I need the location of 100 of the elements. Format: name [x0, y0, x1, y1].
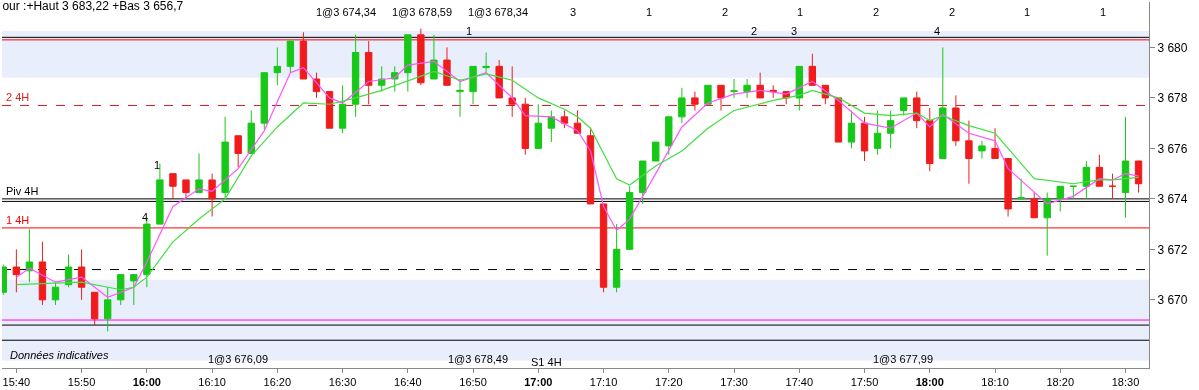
annotation: 2 — [873, 6, 880, 18]
candlestick — [273, 46, 282, 86]
candlestick — [834, 97, 843, 143]
x-tick-label: 18:10 — [981, 376, 1009, 389]
candlestick — [156, 163, 164, 225]
candlestick — [1056, 185, 1064, 212]
candlestick — [873, 110, 882, 156]
x-tick-label: 17:30 — [720, 376, 748, 389]
candlestick — [1043, 192, 1051, 257]
candlestick — [90, 291, 99, 326]
candlestick — [717, 84, 725, 112]
candlestick — [299, 31, 308, 80]
candlestick — [117, 274, 125, 306]
candlestick — [1030, 192, 1038, 219]
candlestick — [808, 53, 817, 86]
candlestick — [860, 116, 869, 162]
candlestick — [978, 140, 986, 159]
candlestick — [221, 116, 229, 200]
candlestick — [926, 107, 934, 172]
x-tick-label: 18:00 — [915, 376, 944, 389]
annotation: 1 — [154, 159, 161, 171]
candlestick — [417, 28, 425, 86]
candlestick — [1121, 116, 1130, 219]
candlestick — [495, 59, 503, 99]
candlestick — [886, 110, 895, 149]
annotation: 1@3 674,34 — [316, 6, 377, 18]
candlestick — [338, 84, 347, 134]
candlestick — [286, 40, 295, 74]
chart-title: our :+Haut 3 683,22 +Bas 3 656,7 — [2, 0, 184, 14]
x-tick-label: 17:20 — [655, 376, 683, 389]
candlestick — [77, 248, 86, 301]
candlestick — [847, 110, 856, 149]
candlestick — [1017, 178, 1025, 200]
x-tick-label: 17:00 — [524, 376, 553, 389]
candlestick — [1108, 173, 1117, 200]
annotation: 2 — [751, 25, 758, 37]
candlestick — [547, 110, 556, 143]
candlestick — [625, 185, 634, 250]
x-tick-label: 16:20 — [263, 376, 292, 389]
annotation: 1 — [1100, 6, 1107, 18]
x-tick-label: 15:40 — [2, 376, 31, 389]
ref-line-label: Piv 4H — [6, 185, 39, 197]
annotation: S1 4H — [531, 356, 562, 368]
candlestick — [482, 51, 490, 74]
y-tick-label: 3 670 — [1157, 293, 1188, 308]
annotation: 2 — [949, 6, 956, 18]
x-tick-label: 16:00 — [132, 376, 161, 389]
candlestick — [756, 72, 764, 99]
candlestick — [364, 40, 373, 105]
candlestick — [939, 46, 947, 159]
candlestick — [169, 173, 177, 200]
annotation: 1 — [1024, 6, 1031, 18]
candlestick — [899, 97, 908, 117]
x-tick-label: 16:30 — [328, 376, 357, 389]
candlestick — [1069, 185, 1078, 200]
annotation: 2 — [722, 6, 729, 18]
annotation: 1@3 678,34 — [468, 6, 529, 18]
ref-line-label: 2 4H — [6, 91, 30, 103]
candlestick — [51, 281, 60, 306]
candlestick — [913, 91, 921, 129]
x-tick-label: 17:10 — [589, 376, 618, 389]
x-tick-label: 17:40 — [785, 376, 814, 389]
candlestick — [208, 173, 216, 218]
candlestick — [652, 141, 660, 162]
candlestick — [443, 46, 451, 86]
candlestick — [182, 179, 190, 200]
candlestick — [104, 286, 112, 332]
x-tick-label: 18:30 — [1111, 376, 1140, 389]
annotation: 1@3 676,09 — [208, 353, 269, 365]
candlestick — [730, 78, 738, 99]
y-tick-label: 3 674 — [1157, 192, 1188, 207]
annotation: 1 — [466, 25, 473, 37]
annotation: 1 — [797, 6, 804, 18]
candlestick — [965, 120, 973, 185]
candlestick — [351, 34, 360, 118]
x-tick-label: 16:50 — [459, 376, 487, 389]
annotation: 4 — [142, 211, 149, 223]
candlestick — [691, 91, 699, 112]
candlestick — [599, 203, 608, 293]
annotation: 1@3 678,49 — [448, 353, 509, 365]
candlestick — [743, 78, 751, 99]
candlestick — [130, 274, 138, 306]
y-tick-label: 3 680 — [1157, 40, 1188, 55]
candlestick — [247, 110, 255, 154]
x-tick-label: 16:40 — [394, 376, 422, 389]
annotation: Données indicatives — [10, 349, 109, 361]
y-tick-label: 3 678 — [1157, 91, 1188, 106]
candlestick — [469, 65, 477, 105]
candlestick — [25, 228, 34, 283]
annotation: 3 — [570, 6, 577, 18]
candlestick — [234, 135, 242, 168]
x-tick-label: 18:20 — [1046, 376, 1075, 389]
candlestick — [560, 110, 569, 129]
candlestick — [38, 241, 47, 306]
candlestick — [195, 152, 203, 194]
ref-line-label: 1 4H — [6, 214, 30, 226]
candlestick — [260, 72, 268, 130]
candlestick — [795, 65, 803, 112]
candlestick — [704, 84, 712, 105]
candlestick — [534, 103, 542, 149]
